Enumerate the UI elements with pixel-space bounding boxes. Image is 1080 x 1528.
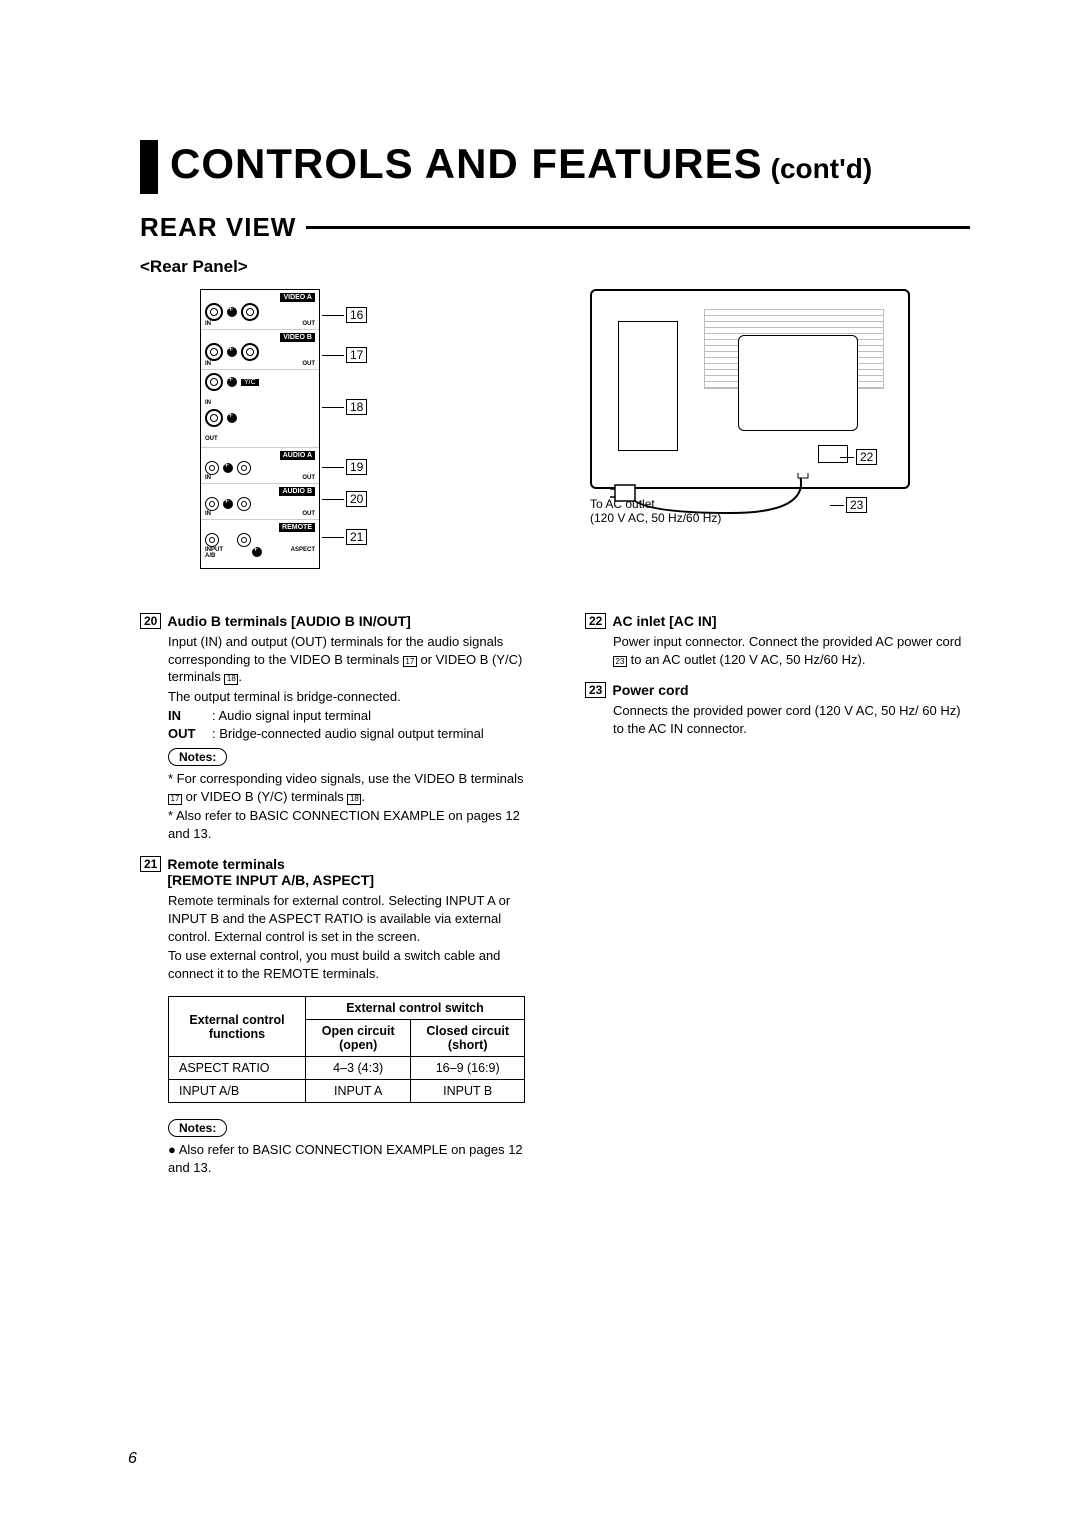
- item-number: 20: [140, 613, 161, 629]
- item-title: Power cord: [612, 682, 688, 698]
- notes-list: ● Also refer to BASIC CONNECTION EXAMPLE…: [140, 1141, 525, 1176]
- external-control-table: External control functions External cont…: [168, 996, 525, 1103]
- description-item: 22 AC inlet [AC IN] Power input connector.…: [585, 613, 970, 668]
- callout: 18: [322, 399, 367, 415]
- callout: 21: [322, 529, 367, 545]
- item-paragraph: Connects the provided power cord (120 V …: [613, 702, 970, 737]
- callout: 19: [322, 459, 367, 475]
- body-columns: 20 Audio B terminals [AUDIO B IN/OUT] Inpu…: [140, 613, 970, 1178]
- item-paragraph: Remote terminals for external control. S…: [168, 892, 525, 945]
- table-sub-closed: Closed circuit (short): [411, 1020, 525, 1057]
- left-column: 20 Audio B terminals [AUDIO B IN/OUT] Inpu…: [140, 613, 525, 1178]
- definition-row: IN: Audio signal input terminal: [168, 707, 525, 725]
- sub-heading: <Rear Panel>: [140, 257, 970, 277]
- item-title: AC inlet [AC IN]: [612, 613, 716, 629]
- item-number: 21: [140, 856, 161, 872]
- item-paragraph: The output terminal is bridge-connected.: [168, 688, 525, 706]
- table-head-switch: External control switch: [305, 997, 524, 1020]
- power-cord-icon: [610, 473, 840, 533]
- definition-row: OUT: Bridge-connected audio signal outpu…: [168, 725, 525, 743]
- item-title-2: [REMOTE INPUT A/B, ASPECT]: [167, 872, 374, 888]
- label-audio-a: AUDIO A: [280, 451, 315, 460]
- label-audio-b: AUDIO B: [279, 487, 315, 496]
- title-accent-bar: [140, 140, 158, 194]
- table-head-functions: External control functions: [169, 997, 306, 1057]
- label-yc: Y/C: [241, 379, 259, 386]
- item-number: 22: [585, 613, 606, 629]
- section-rule: [306, 226, 970, 229]
- page-title-row: CONTROLS AND FEATURES (cont'd): [140, 140, 970, 194]
- callout: 20: [322, 491, 367, 507]
- note-item: * For corresponding video signals, use t…: [168, 770, 525, 805]
- description-item: 21 Remote terminals[REMOTE INPUT A/B, ASP…: [140, 856, 525, 982]
- item-paragraph: Power input connector. Connect the provi…: [613, 633, 970, 668]
- table-sub-open: Open circuit (open): [305, 1020, 410, 1057]
- table-row: INPUT A/BINPUT AINPUT B: [169, 1080, 525, 1103]
- label-video-b: VIDEO B: [280, 333, 315, 342]
- table-row: ASPECT RATIO4–3 (4:3)16–9 (16:9): [169, 1057, 525, 1080]
- notes-label: Notes:: [168, 1119, 227, 1137]
- notes-list: * For corresponding video signals, use t…: [140, 770, 525, 842]
- item-title: Remote terminals: [167, 856, 284, 872]
- page-title-cont: (cont'd): [771, 153, 873, 185]
- page-number: 6: [128, 1450, 137, 1468]
- item-title: Audio B terminals [AUDIO B IN/OUT]: [167, 613, 410, 629]
- section-heading-row: REAR VIEW: [140, 212, 970, 243]
- page-title: CONTROLS AND FEATURES: [170, 140, 763, 188]
- callout: 17: [322, 347, 367, 363]
- description-item: 23 Power cord Connects the provided power …: [585, 682, 970, 737]
- callout: 23: [830, 497, 867, 513]
- note-item: * Also refer to BASIC CONNECTION EXAMPLE…: [168, 807, 525, 842]
- rear-chassis-diagram: 2223 To AC outlet (120 V AC, 50 Hz/60 Hz…: [590, 289, 930, 539]
- rear-panel-closeup: VIDEO A INOUT VIDEO B INOUT Y/C IN OUT A…: [200, 289, 430, 579]
- panel-box: VIDEO A INOUT VIDEO B INOUT Y/C IN OUT A…: [200, 289, 320, 569]
- notes-label: Notes:: [168, 748, 227, 766]
- callout: 22: [840, 449, 877, 465]
- item-paragraph: Input (IN) and output (OUT) terminals fo…: [168, 633, 525, 686]
- section-heading: REAR VIEW: [140, 212, 296, 243]
- description-item: 20 Audio B terminals [AUDIO B IN/OUT] Inpu…: [140, 613, 525, 842]
- item-number: 23: [585, 682, 606, 698]
- note-item: ● Also refer to BASIC CONNECTION EXAMPLE…: [168, 1141, 525, 1176]
- item-paragraph: To use external control, you must build …: [168, 947, 525, 982]
- label-remote: REMOTE: [279, 523, 315, 532]
- callout: 16: [322, 307, 367, 323]
- label-video-a: VIDEO A: [280, 293, 315, 302]
- diagram-row: VIDEO A INOUT VIDEO B INOUT Y/C IN OUT A…: [140, 289, 970, 579]
- right-column: 22 AC inlet [AC IN] Power input connector.…: [585, 613, 970, 1178]
